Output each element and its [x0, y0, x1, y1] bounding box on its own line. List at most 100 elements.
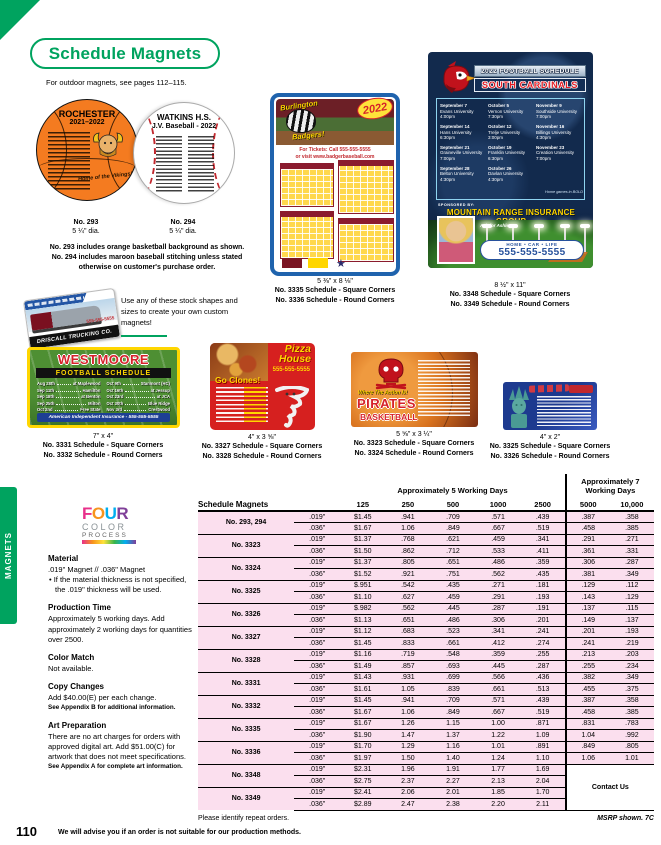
pizza-schedule-lines-accent — [244, 387, 266, 425]
game-date: Sep 25th — [37, 400, 55, 406]
price-cell: .849 — [564, 740, 610, 753]
price-cell: .661 — [475, 683, 521, 695]
price-cell: $1.50 — [340, 545, 386, 557]
viking-mascot-icon — [93, 132, 123, 157]
price-cell: .871 — [520, 717, 566, 730]
material-bullet: • If the material thickness is not speci… — [49, 575, 187, 595]
price-cell: .693 — [430, 660, 476, 672]
game-date: November 16 — [536, 123, 565, 129]
watkins-schedule-lines — [188, 136, 214, 192]
price-cell: 2.06 — [385, 786, 431, 799]
price-cell: .234 — [609, 660, 654, 672]
thickness-cell: .019" — [294, 510, 341, 523]
price-row-item: No. 293, 294 — [198, 510, 295, 534]
magnet-sample-westmoore-football: WESTMOORE FOOTBALL SCHEDULE Aug 28th at M… — [27, 347, 180, 428]
dotted-leader — [125, 395, 155, 398]
cardinal-game: September 21 Graineville University 7:00pm — [440, 145, 485, 162]
game-date: November 23 — [536, 144, 565, 150]
price-cell: .137 — [609, 614, 654, 626]
westmoore-game-row: Sep 11th Hamilton — [37, 388, 101, 393]
game-opponent: Evans University — [440, 108, 474, 114]
dotted-leader — [125, 389, 149, 392]
price-cell: .768 — [385, 533, 431, 546]
game-opponent: Franklin University — [488, 150, 526, 156]
price-row-item: No. 3335 — [198, 717, 295, 741]
price-cell: .274 — [520, 637, 566, 649]
price-cell: 1.70 — [520, 786, 566, 799]
price-row: No. 3336.019" $1.70 1.29 1.16 1.01.891.849.8… — [198, 740, 654, 764]
thickness-cell: .036" — [294, 660, 341, 672]
five-day-group-header: Approximately 5 Working Days — [397, 486, 508, 495]
game-time: 6:30pm — [440, 135, 456, 141]
price-cell: 1.85 — [475, 786, 521, 799]
cardinal-title-bar: 2022 FOOTBALL SCHEDULE — [474, 65, 586, 77]
pirates-schedule-lines — [418, 360, 470, 418]
thickness-cell: .019" — [294, 625, 341, 638]
price-cell: .519 — [520, 706, 566, 718]
price-cell: .667 — [475, 706, 521, 718]
game-opponent: Davlan University — [488, 171, 524, 177]
westmoore-game-row: Oct 2nd Free State — [37, 407, 101, 412]
thickness-cell: .036" — [294, 729, 341, 741]
price-cell: .519 — [520, 522, 566, 534]
price-row: No. 3348.019" $2.31 1.96 1.91 1.77 1.69 Contac… — [198, 763, 654, 811]
price-row: .036" $1.90 1.47 1.37 1.22 1.09 1.04.992 — [198, 729, 654, 741]
magnet-sample-basketball-round: ROCHESTER 2021–2022 Home of the Vikings! — [36, 99, 138, 201]
price-cell: .699 — [430, 671, 476, 684]
caption-no-293: No. 293 5 ¼" dia. — [72, 219, 100, 236]
price-row-item: No. 3328 — [198, 648, 295, 672]
magnet-sample-baseball-round: WATKINS H.S. J.V. Baseball - 2022 — [133, 102, 235, 204]
price-cell: .992 — [609, 729, 654, 741]
magnets-tab-label: MAGNETS — [4, 532, 13, 579]
cardinal-schedule-box: September 7 Evans University 4:00pm Septemb… — [436, 98, 585, 200]
page-title-box: Schedule Magnets — [30, 38, 220, 69]
price-cell: .306 — [475, 614, 521, 626]
quantity-column-header: 125 — [340, 498, 386, 512]
game-opponent: Creation University — [536, 150, 575, 156]
thickness-cell: .036" — [294, 637, 341, 649]
price-cell: 1.69 — [520, 763, 566, 776]
thickness-cell: .019" — [294, 717, 341, 730]
price-row: .036" $2.75 2.37 2.27 2.13 2.04 — [198, 775, 654, 787]
game-opponent: Graineville University — [440, 150, 483, 156]
price-cell: 1.06 — [385, 706, 431, 718]
quantity-column-header: 10,000 — [609, 498, 654, 512]
badger-mascot-icon — [286, 109, 316, 133]
price-cell: $1.52 — [340, 568, 386, 580]
price-cell: .385 — [609, 522, 654, 534]
baseball-stitch-left — [134, 103, 156, 203]
game-date: Sep 11th — [37, 387, 55, 393]
price-row-item: No. 3336 — [198, 740, 295, 764]
badger-sponsor-logo-2 — [308, 258, 328, 268]
price-row-item: No. 3323 — [198, 533, 295, 557]
price-row-item: No. 3348 — [198, 763, 295, 787]
rainbow-bar — [82, 540, 136, 544]
stock-shapes-blurb: Use any of these stock shapes and sizes … — [121, 296, 239, 337]
price-cell: 1.15 — [430, 717, 476, 730]
watkins-school-name: WATKINS H.S. — [156, 113, 212, 122]
price-cell: .387 — [564, 510, 610, 523]
price-cell: .381 — [564, 568, 610, 580]
corner-triangle-decoration — [0, 0, 40, 40]
game-time: 4:30pm — [440, 176, 456, 182]
price-cell: 1.96 — [385, 763, 431, 776]
copy-changes-text: Add $40.00(E) per each change. — [48, 692, 157, 702]
cardinal-game: November 23 Creation University 7:00pm — [536, 145, 581, 162]
westmoore-schedule-grid: Aug 28th at Maplewood Sep 11th Hamilton Sep … — [37, 381, 170, 412]
price-cell: .255 — [520, 648, 566, 661]
price-cell: .571 — [475, 694, 521, 707]
table-column-header-row: Schedule Magnets 125 250 500 1000 2500 5000 10,… — [198, 498, 654, 512]
price-row: No. 3331.019" $1.43.931.699.566.436.382.3… — [198, 671, 654, 695]
price-cell: .112 — [609, 579, 654, 592]
price-cell: $1.13 — [340, 614, 386, 626]
production-time-text: Approximately 5 working days. Add approx… — [48, 614, 192, 644]
four-color-process-logo: FOUR COLOR PROCESS — [82, 505, 148, 544]
sponsored-by-label: SPONSORED BY: — [438, 203, 475, 207]
price-cell: .271 — [475, 579, 521, 592]
quantity-column-header: 2500 — [520, 498, 566, 512]
price-cell: .921 — [385, 568, 431, 580]
badger-star-icon: ★ — [336, 258, 346, 270]
price-cell: .805 — [385, 556, 431, 569]
price-cell: 2.04 — [520, 775, 566, 787]
game-date: October 26 — [488, 165, 512, 171]
